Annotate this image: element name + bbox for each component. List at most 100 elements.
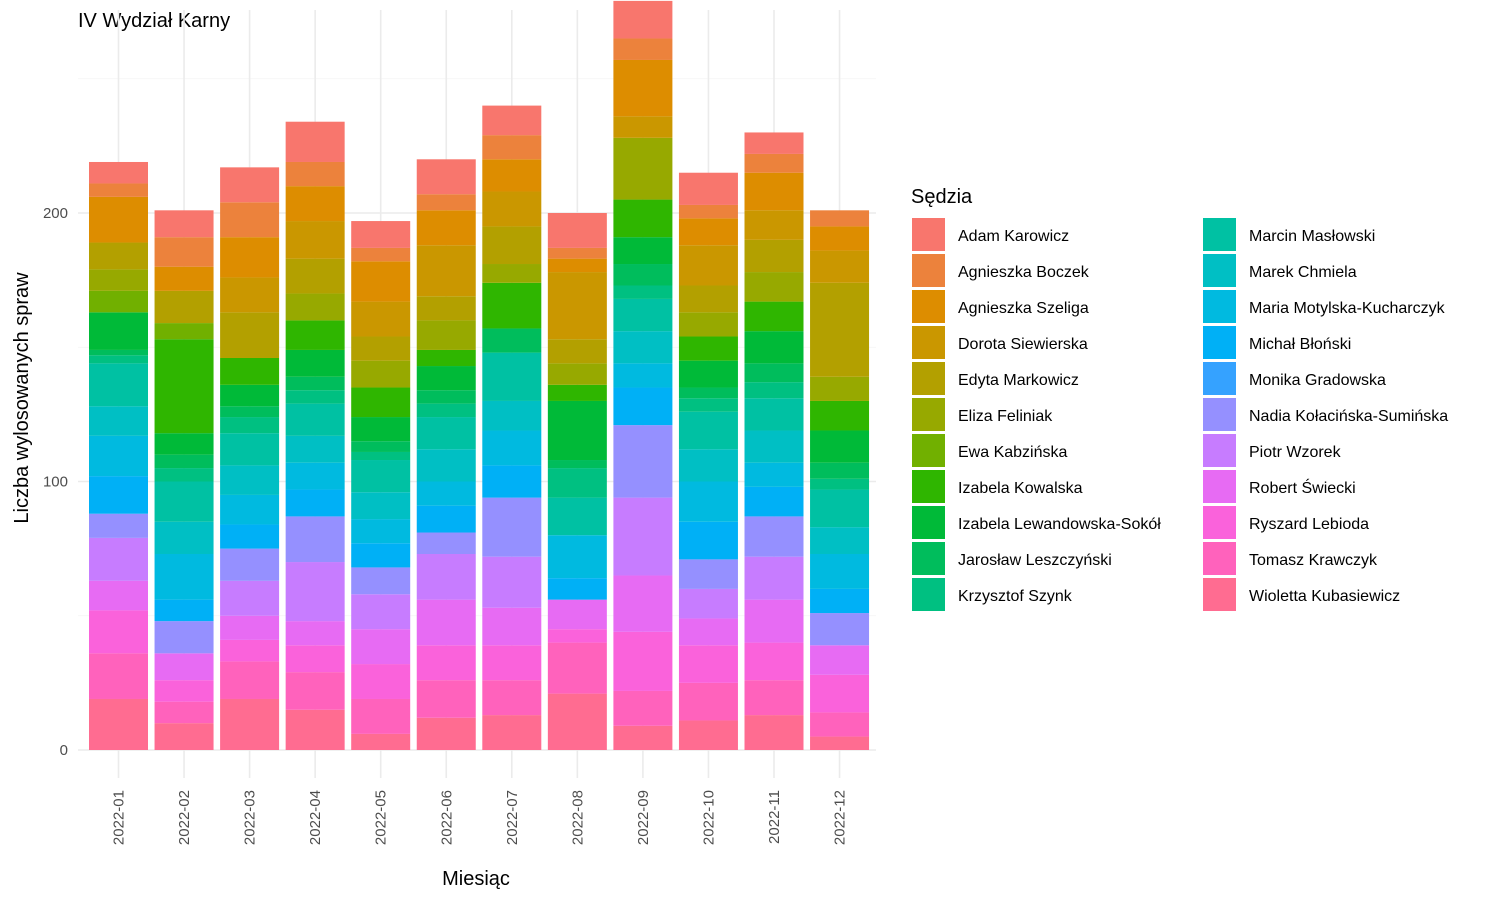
x-tick-label: 2022-03	[242, 790, 259, 845]
bar-segment	[285, 435, 345, 463]
y-axis-ticks: 0 100 200	[43, 205, 68, 759]
bar-segment	[351, 733, 411, 750]
legend-key	[912, 290, 945, 323]
bar-segment	[285, 161, 345, 187]
bar-segment	[810, 282, 870, 377]
bar-segment	[351, 387, 411, 418]
bar-segment	[416, 390, 476, 404]
legend-key	[1203, 542, 1236, 575]
x-tick-label: 2022-04	[307, 790, 324, 845]
bar-segment	[482, 282, 542, 329]
x-axis-title: Miesiąc	[442, 868, 510, 890]
bar-segment	[285, 403, 345, 436]
legend-label: Ryszard Lebioda	[1249, 516, 1369, 533]
bar-segment	[547, 339, 607, 364]
bar-segment	[613, 725, 673, 750]
x-tick-label: 2022-07	[504, 790, 521, 845]
bar-segment	[416, 481, 476, 506]
bar-segment	[154, 237, 214, 267]
bar-segment	[89, 183, 148, 197]
legend-label: Wioletta Kubasiewicz	[1249, 588, 1400, 605]
x-tick-label: 2022-09	[635, 790, 652, 845]
bar-segment	[351, 543, 411, 568]
bar-segment	[482, 645, 542, 681]
bar-segment	[744, 516, 804, 557]
bar-segment	[613, 690, 673, 726]
bar-segment	[351, 360, 411, 388]
x-tick-label: 2022-08	[569, 790, 586, 845]
bar-segment	[678, 285, 738, 313]
bar-segment	[351, 664, 411, 699]
bar-segment	[810, 553, 870, 589]
bar-segment	[220, 580, 280, 616]
bar-segment	[810, 226, 870, 251]
bar-segment	[285, 462, 345, 490]
bar-segment	[285, 390, 345, 404]
bar-segment	[416, 159, 476, 195]
bar-segment	[744, 331, 804, 364]
bar-segment	[678, 204, 738, 219]
bar-segment	[613, 38, 673, 60]
bar-segment	[678, 411, 738, 450]
bar-segment	[285, 186, 345, 222]
legend: Adam Karowicz Agnieszka Boczek Agnieszka S…	[912, 218, 1448, 611]
bar-segment	[154, 599, 214, 622]
bar-segment	[810, 527, 870, 554]
bar-segment	[810, 645, 870, 675]
bar-segment	[810, 250, 870, 283]
legend-key	[1203, 254, 1236, 287]
bar-segment	[744, 556, 804, 600]
bar-segment	[416, 194, 476, 211]
bar-segment	[89, 476, 148, 514]
bar-segment	[154, 553, 214, 600]
legend-label: Jarosław Leszczyński	[958, 552, 1112, 569]
bar-segment	[678, 398, 738, 412]
bar-segment	[285, 121, 345, 162]
bar-segment	[351, 629, 411, 665]
legend-key	[912, 470, 945, 503]
bar-segment	[810, 613, 870, 646]
bar-segment	[154, 210, 214, 238]
x-tick-label: 2022-01	[111, 790, 128, 845]
bar-segment	[547, 629, 607, 643]
bar-segment	[744, 172, 804, 211]
bar-segment	[613, 59, 673, 117]
bar-segment	[220, 639, 280, 662]
bar-segment	[482, 680, 542, 716]
bar-segment	[613, 137, 673, 200]
legend-label: Nadia Kołacińska-Sumińska	[1249, 408, 1448, 425]
bar-segment	[678, 312, 738, 337]
bar-segment	[547, 247, 607, 259]
bar-segment	[416, 553, 476, 600]
legend-key	[1203, 506, 1236, 539]
bar-segment	[220, 417, 280, 434]
bar-segment	[351, 594, 411, 630]
bar-segment	[744, 462, 804, 487]
bar-segment	[547, 213, 607, 248]
bar-segment	[547, 363, 607, 385]
bar-segment	[89, 363, 148, 407]
legend-label: Piotr Wzorek	[1249, 444, 1342, 461]
bar-segment	[810, 462, 870, 479]
bar-segment	[285, 645, 345, 673]
y-axis-title: Liczba wylosowanych spraw	[11, 272, 33, 524]
bar-segment	[744, 210, 804, 240]
bar-segment	[482, 465, 542, 498]
bar-segment	[89, 269, 148, 291]
bar-segment	[547, 258, 607, 273]
bar-segment	[154, 266, 214, 291]
bar-segment	[285, 376, 345, 391]
legend-key	[912, 578, 945, 611]
legend-key	[1203, 470, 1236, 503]
legend-key	[912, 362, 945, 395]
bar-segment	[154, 653, 214, 681]
bar-segment	[154, 701, 214, 724]
bar-segment	[285, 709, 345, 750]
legend-key	[912, 326, 945, 359]
bar-segment	[220, 167, 280, 203]
bar-segment	[220, 524, 280, 549]
bar-segment	[220, 661, 280, 699]
x-tick-label: 2022-06	[438, 790, 455, 845]
bar-segment	[89, 513, 148, 538]
bar-segment	[547, 384, 607, 401]
